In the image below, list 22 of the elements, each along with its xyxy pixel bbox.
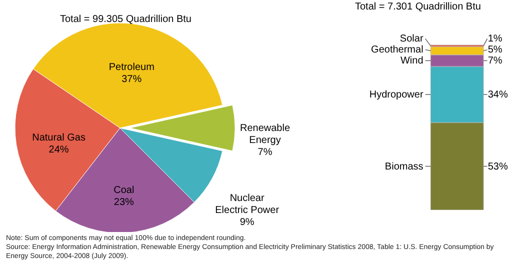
- series-label: Wind: [400, 56, 424, 67]
- data-label: 23%: [114, 196, 134, 208]
- series-label: Solar: [400, 34, 424, 45]
- data-label: 37%: [122, 74, 142, 86]
- data-label: 5%: [488, 44, 502, 56]
- slice-label: Petroleum: [108, 62, 154, 74]
- data-label: 1%: [488, 34, 502, 45]
- slice-label: Natural Gas: [32, 132, 86, 144]
- data-label: 9%: [240, 216, 254, 228]
- slice-label: Renewable Energy: [240, 123, 290, 146]
- data-label: 7%: [258, 147, 272, 158]
- slice-label: Nuclear Electric Power: [215, 192, 280, 216]
- chart-title: Total = 7.301 Quadrillion Btu: [355, 2, 481, 13]
- chart-title: Total = 99.305 Quadrillion Btu: [60, 14, 192, 25]
- slice-label: Coal: [114, 184, 134, 196]
- data-label: 53%: [488, 161, 508, 172]
- series-label: Geothermal: [371, 44, 424, 56]
- data-label: 24%: [48, 144, 69, 156]
- data-label: 7%: [488, 56, 502, 67]
- series-label: Hydropower: [369, 90, 424, 100]
- series-label: Biomass: [384, 161, 424, 172]
- data-label: 34%: [488, 90, 508, 100]
